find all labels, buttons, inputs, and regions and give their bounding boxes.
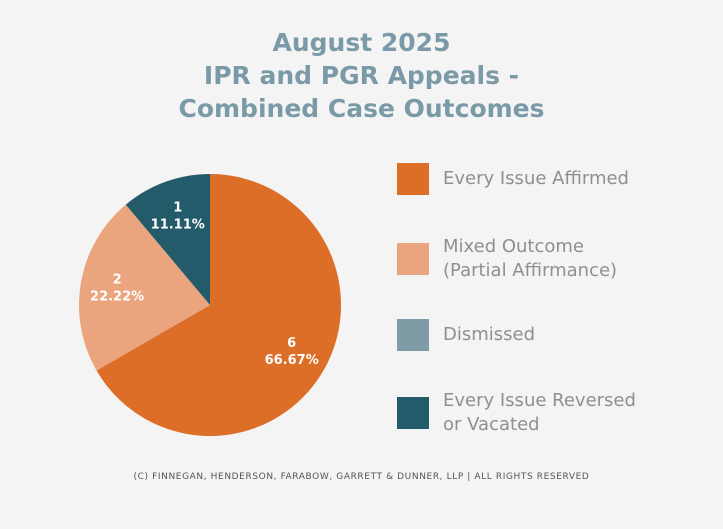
copyright-footer: (C) FINNEGAN, HENDERSON, FARABOW, GARRET… <box>133 472 590 482</box>
legend-label-reversed: Every Issue Reversed or Vacated <box>443 390 636 435</box>
slice-count-label-3: 1 <box>173 200 182 215</box>
legend-item-affirmed: Every Issue Affirmed <box>397 163 703 195</box>
legend-item-reversed: Every Issue Reversed or Vacated <box>397 389 703 437</box>
legend-swatch-affirmed <box>397 163 429 195</box>
pie-slice-1 <box>78 204 210 371</box>
pie-slice-0 <box>96 174 341 436</box>
chart-title-line-1: August 2025 <box>272 28 451 57</box>
slice-percent-label-0: 66.67% <box>265 353 319 368</box>
chart-title-line-2: IPR and PGR Appeals - <box>203 61 520 90</box>
legend-label-dismissed: Dismissed <box>443 324 536 345</box>
legend-label-mixed: Mixed Outcome (Partial Affirmance) <box>443 236 618 281</box>
legend-swatch-reversed <box>397 397 429 429</box>
slice-count-label-0: 6 <box>287 336 296 351</box>
slice-percent-label-3: 11.11% <box>151 217 205 232</box>
legend-swatch-dismissed <box>397 319 429 351</box>
legend-swatch-mixed <box>397 243 429 275</box>
legend-label-affirmed: Every Issue Affirmed <box>443 168 629 189</box>
slice-count-label-1: 2 <box>113 273 122 288</box>
chart-title: August 2025 IPR and PGR Appeals - Combin… <box>0 26 723 125</box>
legend-item-dismissed: Dismissed <box>397 319 703 351</box>
chart-title-line-3: Combined Case Outcomes <box>178 94 545 123</box>
legend-item-mixed: Mixed Outcome (Partial Affirmance) <box>397 235 703 283</box>
slice-percent-label-1: 22.22% <box>90 290 144 305</box>
pie-slice-3 <box>125 174 210 305</box>
pie-chart: 6 66.67% 2 22.22% 1 11.11% <box>78 174 341 436</box>
